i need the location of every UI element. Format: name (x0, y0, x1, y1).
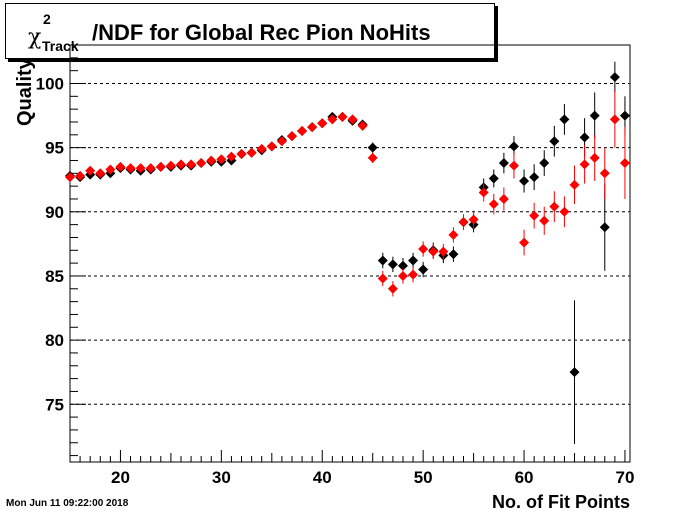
data-point-black (579, 132, 590, 143)
data-point-red (286, 131, 297, 142)
data-point-red (579, 159, 590, 170)
data-point-red (115, 161, 126, 172)
data-point-red (589, 152, 600, 163)
data-point-red (619, 158, 630, 169)
data-point-black (599, 222, 610, 233)
data-point-red (246, 147, 257, 158)
data-point-red (125, 163, 136, 174)
x-tick-label: 40 (313, 468, 332, 487)
data-point-red (276, 136, 287, 147)
data-point-red (498, 193, 509, 204)
y-tick-label: 75 (45, 395, 64, 414)
data-point-red (266, 141, 277, 152)
y-tick-label: 90 (45, 203, 64, 222)
data-point-black (397, 260, 408, 271)
data-point-black (529, 172, 540, 183)
plot-frame (69, 44, 631, 463)
data-point-black (589, 110, 600, 121)
y-tick-label: 85 (45, 267, 64, 286)
data-point-red (155, 161, 166, 172)
data-point-red (438, 246, 449, 257)
data-point-red (75, 170, 86, 181)
data-point-red (559, 206, 570, 217)
title-chi-symbol: χ (28, 25, 42, 50)
data-point-black (367, 142, 378, 153)
y-tick-label: 80 (45, 331, 64, 350)
data-point-red (95, 168, 106, 179)
data-point-black (448, 249, 459, 260)
data-point-red (186, 159, 197, 170)
data-point-red (478, 187, 489, 198)
data-point-red (468, 214, 479, 225)
data-point-black (619, 110, 630, 121)
x-axis-label: No. of Fit Points (492, 492, 630, 512)
data-point-black (418, 264, 429, 275)
data-point-red (105, 164, 116, 175)
data-point-red (327, 114, 338, 125)
data-point-black (609, 72, 620, 83)
data-point-red (337, 111, 348, 122)
data-point-red (317, 118, 328, 129)
data-point-red (145, 163, 156, 174)
chart-title: /NDF for Global Rec Pion NoHits (92, 20, 431, 45)
data-point-red (357, 120, 368, 131)
data-point-black (549, 136, 560, 147)
data-point-red (609, 114, 620, 125)
data-point-red (458, 217, 469, 228)
data-point-red (519, 237, 530, 248)
data-point-black (539, 158, 550, 169)
data-point-red (256, 143, 267, 154)
data-point-red (539, 215, 550, 226)
data-point-red (529, 210, 540, 221)
data-point-red (428, 246, 439, 257)
data-point-black (519, 176, 530, 187)
data-point-black (559, 114, 570, 125)
data-point-red (236, 149, 247, 160)
data-point-black (508, 141, 519, 152)
x-tick-label: 20 (111, 468, 130, 487)
data-point-red (408, 269, 419, 280)
x-tick-label: 30 (212, 468, 231, 487)
data-point-red (307, 122, 318, 133)
data-point-red (135, 163, 146, 174)
x-tick-label: 60 (515, 468, 534, 487)
data-point-red (226, 151, 237, 162)
data-point-black (408, 255, 419, 266)
data-point-red (397, 270, 408, 281)
data-point-red (297, 125, 308, 136)
x-tick-label: 50 (414, 468, 433, 487)
data-point-red (175, 159, 186, 170)
y-tick-label: 100 (36, 74, 64, 93)
data-point-black (377, 255, 388, 266)
data-point-red (599, 168, 610, 179)
data-point-red (206, 155, 217, 166)
data-point-red (377, 273, 388, 284)
data-point-red (387, 283, 398, 294)
y-axis-label: Quality (14, 58, 36, 126)
data-point-black (498, 158, 509, 169)
data-point-red (549, 201, 560, 212)
title-superscript: 2 (43, 11, 51, 27)
data-point-red (347, 114, 358, 125)
timestamp-footer: Mon Jun 11 09:22:00 2018 (6, 498, 129, 509)
data-point-red (488, 199, 499, 210)
data-point-black (387, 259, 398, 270)
data-point-black (569, 367, 580, 378)
y-tick-label: 95 (45, 139, 64, 158)
title-subscript: Track (42, 38, 79, 54)
data-point-red (508, 160, 519, 171)
data-point-black (488, 173, 499, 184)
data-point-red (85, 165, 96, 176)
data-point-red (216, 154, 227, 165)
chart-title-box: χ 2 Track /NDF for Global Rec Pion NoHit… (5, 3, 495, 59)
x-tick-label: 70 (615, 468, 634, 487)
data-point-red (448, 229, 459, 240)
data-point-red (418, 244, 429, 255)
data-point-red (569, 179, 580, 190)
data-point-red (196, 158, 207, 169)
data-point-red (367, 152, 378, 163)
data-point-red (165, 160, 176, 171)
data-point-red (65, 172, 75, 183)
